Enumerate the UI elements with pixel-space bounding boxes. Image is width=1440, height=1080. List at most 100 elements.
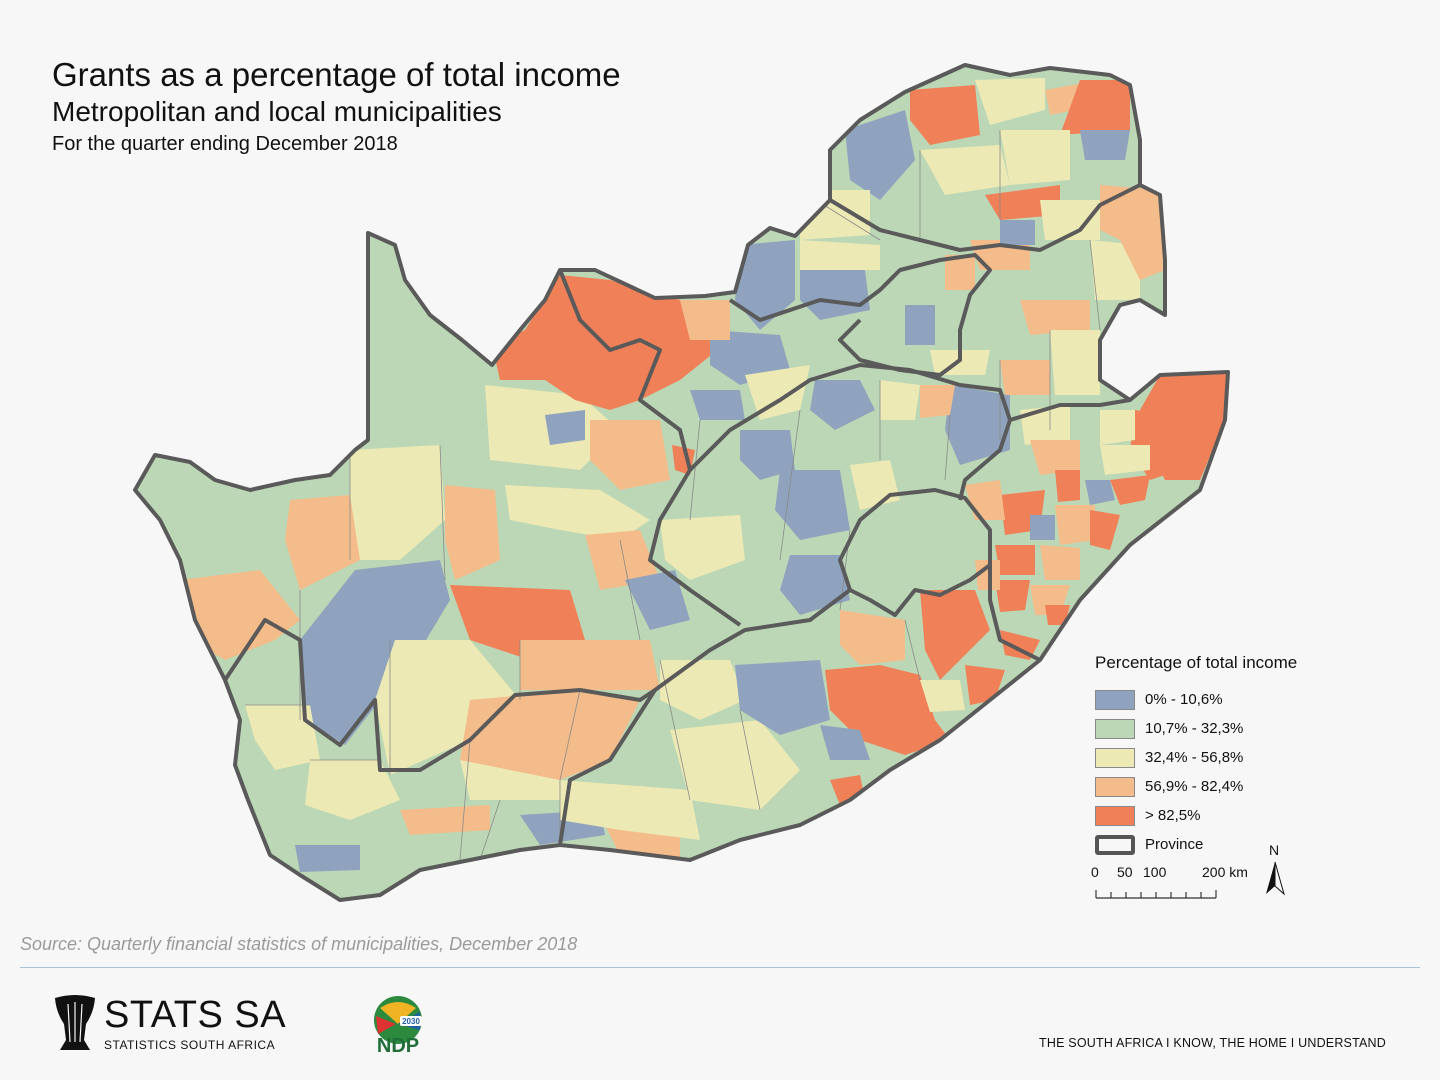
province-borders <box>133 63 1230 902</box>
municipality-region <box>400 805 490 835</box>
municipality-region <box>735 240 795 330</box>
legend-item-class-2: 10,7% - 32,3% <box>1095 714 1297 743</box>
municipality-region <box>975 78 1045 125</box>
municipality-region <box>800 270 870 320</box>
legend-item-class-1: 0% - 10,6% <box>1095 685 1297 714</box>
legend-swatch <box>1095 776 1135 797</box>
municipality-region <box>920 385 955 418</box>
stats-sa-logo: STATS SA STATISTICS SOUTH AFRICA <box>52 992 292 1062</box>
municipality-region <box>1000 130 1070 185</box>
scale-bar-graphic <box>1095 890 1217 899</box>
legend-label: Province <box>1145 836 1204 853</box>
municipality-region <box>840 610 905 665</box>
legend-province-swatch <box>1095 834 1135 855</box>
ndp-year: 2030 <box>402 1017 420 1026</box>
legend-title: Percentage of total income <box>1095 653 1298 672</box>
scale-bar: 0 50 100 200 km <box>1090 864 1248 904</box>
source-note: Source: Quarterly financial statistics o… <box>20 934 578 954</box>
province-boundary <box>688 363 1012 501</box>
north-arrow-icon <box>1266 861 1285 896</box>
municipality-region <box>1055 505 1095 545</box>
legend-item-class-5: > 82,5% <box>1095 801 1297 830</box>
south-africa-choropleth-map <box>133 63 1230 902</box>
municipality-region <box>1110 475 1150 505</box>
scale-tick-label: 200 km <box>1202 864 1248 880</box>
stats-sa-basket-icon <box>55 995 95 1050</box>
municipality-region <box>735 660 830 735</box>
municipality-region <box>880 380 920 420</box>
scale-tick-label: 0 <box>1091 864 1099 880</box>
municipality-region <box>910 85 980 145</box>
ndp-logo: 2030 NDP <box>366 994 434 1057</box>
municipality-region <box>300 560 450 745</box>
municipality-region <box>1055 470 1080 502</box>
municipality-region <box>585 530 660 590</box>
municipality-region <box>945 255 975 290</box>
municipality-region <box>1080 130 1130 160</box>
municipality-region <box>1085 480 1115 505</box>
municipality-region <box>690 390 745 420</box>
municipality-region <box>460 690 640 780</box>
municipality-region <box>845 110 915 200</box>
municipality-region <box>445 485 500 580</box>
municipality-region <box>1040 545 1080 580</box>
country-outline <box>133 63 1230 902</box>
stats-sa-subtitle: STATISTICS SOUTH AFRICA <box>104 1038 276 1052</box>
municipality-region <box>1100 185 1165 280</box>
municipality-region <box>995 580 1030 612</box>
municipality-region <box>660 515 745 580</box>
municipality-region <box>780 555 850 615</box>
scale-tick-label: 100 <box>1143 864 1167 880</box>
stats-sa-wordmark: STATS SA <box>104 994 287 1036</box>
municipality-region <box>520 640 660 690</box>
legend-label: > 82,5% <box>1145 807 1201 824</box>
legend-item-class-3: 32,4% - 56,8% <box>1095 743 1297 772</box>
municipality-region <box>1000 220 1035 245</box>
municipality-region <box>492 275 730 410</box>
municipality-region <box>965 665 1005 705</box>
legend-label: 32,4% - 56,8% <box>1145 749 1244 766</box>
municipality-region <box>505 485 650 540</box>
legend-label: 56,9% - 82,4% <box>1145 778 1244 795</box>
map-period: For the quarter ending December 2018 <box>52 133 398 155</box>
map-title: Grants as a percentage of total income <box>52 56 621 93</box>
ndp-text: NDP <box>377 1035 419 1056</box>
footer-divider <box>20 967 1420 968</box>
municipality-region <box>920 680 965 712</box>
province-boundary <box>558 688 657 846</box>
municipality-region <box>920 145 1010 195</box>
municipality-region <box>985 185 1060 220</box>
legend-item-class-4: 56,9% - 82,4% <box>1095 772 1297 801</box>
map-legend: Percentage of total income 0% - 10,6% 10… <box>1095 653 1297 859</box>
municipality-region <box>350 445 445 560</box>
legend-label: 0% - 10,6% <box>1145 691 1223 708</box>
municipality-region <box>625 570 690 630</box>
footer-tagline: THE SOUTH AFRICA I KNOW, THE HOME I UNDE… <box>1039 1036 1386 1050</box>
municipality-region <box>740 430 795 480</box>
legend-swatch <box>1095 805 1135 826</box>
municipality-region <box>305 760 400 820</box>
municipality-region <box>975 560 1000 590</box>
municipality-region <box>660 660 745 720</box>
legend-swatch <box>1095 747 1135 768</box>
municipality-region <box>1020 300 1090 335</box>
province-boundary <box>223 588 852 772</box>
province-boundary <box>558 269 742 627</box>
municipality-region <box>1100 445 1150 475</box>
municipality-region <box>295 845 360 872</box>
municipality-region <box>545 410 585 445</box>
municipality-region <box>1100 410 1135 445</box>
province-boundary <box>1009 398 1131 422</box>
province-boundary <box>828 183 1141 252</box>
legend-label: 10,7% - 32,3% <box>1145 720 1244 737</box>
municipality-region <box>680 300 730 340</box>
municipality-region <box>180 570 300 660</box>
municipality-region <box>800 240 880 270</box>
municipality-region <box>905 305 935 345</box>
municipality-region <box>1000 630 1040 660</box>
municipality-region <box>1040 200 1100 240</box>
legend-swatch <box>1095 689 1135 710</box>
municipality-region <box>775 470 850 540</box>
map-title-block: Grants as a percentage of total income M… <box>52 56 621 158</box>
municipality-region <box>1050 330 1100 395</box>
